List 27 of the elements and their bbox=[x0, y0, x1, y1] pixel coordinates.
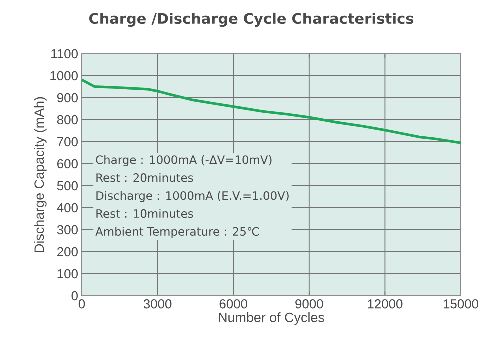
x-tick-label: 9000 bbox=[296, 300, 324, 309]
y-tick-label: 1000 bbox=[50, 71, 78, 81]
line-series bbox=[80, 78, 462, 144]
annotation: Ambient Temperature : 25℃ bbox=[96, 227, 260, 238]
x-axis-title: Number of Cycles bbox=[219, 312, 324, 326]
annotation: Rest : 10minutes bbox=[96, 209, 194, 218]
x-tick-label: 3000 bbox=[144, 300, 172, 309]
y-tick-label: 0 bbox=[72, 291, 78, 301]
y-tick-label: 100 bbox=[58, 269, 78, 279]
x-tick-label: 6000 bbox=[220, 300, 248, 309]
x-tick-label: 12000 bbox=[368, 300, 403, 309]
y-tick-label: 800 bbox=[57, 115, 78, 125]
annotation: Rest : 20minutes bbox=[96, 173, 194, 182]
x-tick-label: 15000 bbox=[444, 300, 479, 309]
chart-title: Charge /Discharge Cycle Characteristics bbox=[89, 12, 414, 28]
y-tick-label: 900 bbox=[57, 93, 78, 103]
y-tick-label: 600 bbox=[58, 159, 78, 169]
y-tick-label: 300 bbox=[57, 225, 78, 235]
annotation: Charge : 1000mA (-ΔV=10mV) bbox=[96, 155, 272, 166]
y-tick-label: 400 bbox=[57, 203, 78, 213]
y-tick-label: 700 bbox=[58, 137, 78, 147]
y-tick-label: 200 bbox=[58, 247, 78, 257]
x-tick-label: 0 bbox=[78, 300, 86, 309]
y-tick-label: 500 bbox=[57, 181, 78, 191]
annotation: Discharge : 1000mA (E.V.=1.00V) bbox=[96, 191, 289, 202]
y-tick-label: 1100 bbox=[52, 49, 78, 59]
y-axis-title: Discharge Capacity (mAh) bbox=[34, 97, 47, 252]
